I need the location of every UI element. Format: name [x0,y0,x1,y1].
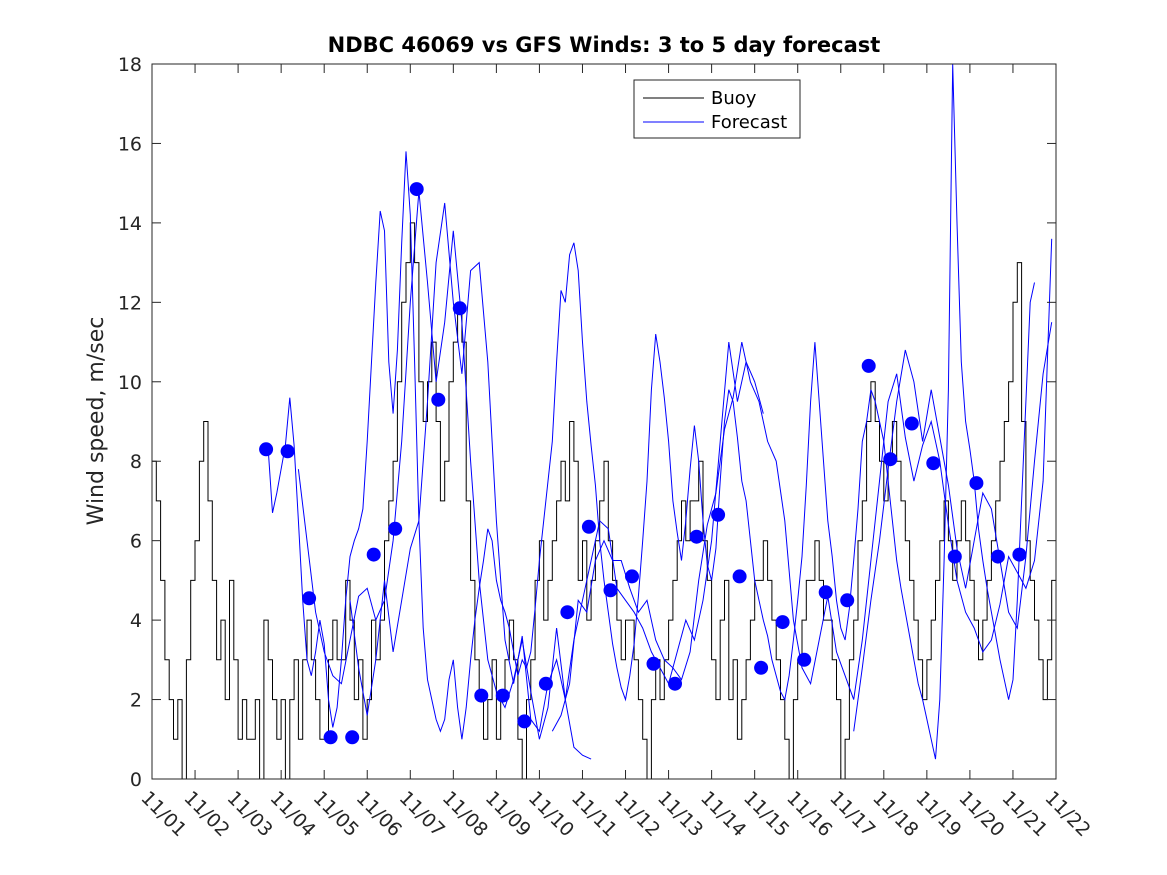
forecast-point-marker [818,585,833,600]
forecast-point-marker [711,507,726,522]
y-axis-label: Wind speed, m/sec [84,317,109,526]
forecast-point-marker [883,452,898,467]
forecast-point-marker [474,688,489,703]
y-tick-label: 0 [130,769,142,791]
plot-area [152,63,1057,780]
forecast-series-line-2 [297,191,592,760]
forecast-point-marker [452,301,467,316]
legend: Buoy Forecast [633,79,801,139]
forecast-point-marker [861,358,876,373]
buoy-series-line [152,222,1057,780]
forecast-point-marker [345,730,360,745]
forecast-point-marker [323,730,338,745]
forecast-point-marker [775,615,790,630]
forecast-point-marker [302,591,317,606]
forecast-point-marker [926,456,941,471]
forecast-point-marker [1012,547,1027,562]
forecast-point-marker [947,549,962,564]
forecast-point-marker [990,549,1005,564]
legend-label-buoy: Buoy [711,88,757,109]
forecast-point-marker [754,660,769,675]
forecast-point-marker [689,529,704,544]
forecast-series-line-3 [349,202,764,733]
y-tick-label: 18 [118,54,142,76]
forecast-series-line-4 [551,238,1053,732]
forecast-point-marker [581,519,596,534]
y-tick-label: 16 [118,133,142,155]
y-tick-label: 12 [118,292,142,314]
forecast-point-marker [431,392,446,407]
forecast-point-marker [904,416,919,431]
y-tick-label: 2 [130,690,142,712]
forecast-point-marker [388,521,403,536]
chart-title: NDBC 46069 vs GFS Winds: 3 to 5 day fore… [328,33,881,57]
legend-box [633,79,801,139]
forecast-point-marker [495,688,510,703]
y-tick-label: 6 [130,531,142,553]
forecast-point-marker [969,476,984,491]
forecast-point-marker [625,569,639,584]
forecast-series-line-1 [267,63,1035,760]
forecast-point-marker [668,676,682,691]
forecast-point-marker [517,714,532,729]
legend-label-forecast: Forecast [711,112,787,133]
forecast-series-line-5 [853,322,1053,732]
y-tick-label: 10 [118,372,142,394]
forecast-point-marker [560,605,575,620]
y-tick-label: 14 [118,213,142,235]
forecast-point-marker [538,676,553,691]
y-tick-label: 4 [130,610,142,632]
forecast-point-marker [259,442,274,457]
axes-box [151,63,1057,780]
forecast-point-marker [409,182,424,197]
forecast-point-marker [280,444,295,459]
forecast-point-marker [797,652,812,667]
forecast-point-marker [366,547,381,562]
y-tick-label: 8 [130,451,142,473]
forecast-point-marker [646,656,661,671]
forecast-point-marker [732,569,747,584]
forecast-point-marker [840,593,855,608]
forecast-point-marker [603,583,618,598]
